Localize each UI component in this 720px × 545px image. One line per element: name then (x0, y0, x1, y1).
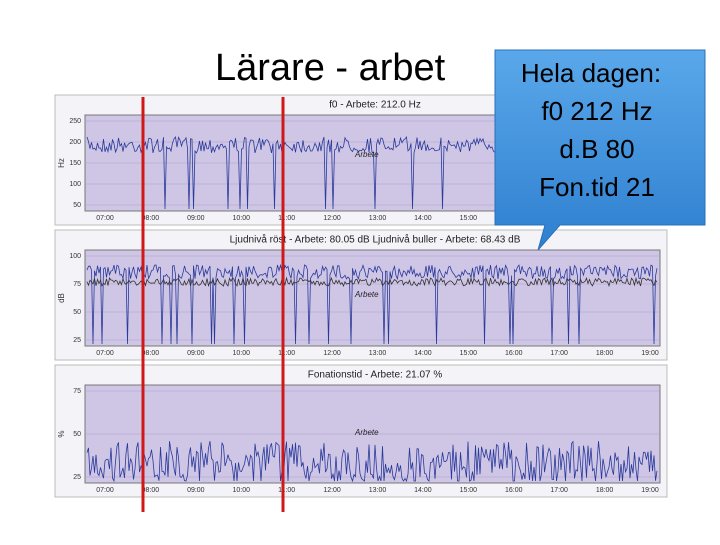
x-tick-label: 19:00 (641, 487, 659, 494)
x-tick-label: 19:00 (641, 350, 659, 357)
y-tick-label: 75 (73, 281, 81, 288)
x-tick-label: 17:00 (550, 350, 568, 357)
axis-label: % (57, 430, 66, 437)
y-tick-label: 25 (73, 337, 81, 344)
annotation: Arbete (354, 150, 379, 159)
x-tick-label: 12:00 (323, 350, 341, 357)
x-tick-label: 16:00 (505, 350, 523, 357)
annotation: Arbete (354, 290, 379, 299)
callout (494, 49, 706, 251)
x-tick-label: 07:00 (96, 215, 114, 222)
y-tick-label: 100 (69, 181, 81, 188)
trace (86, 276, 658, 288)
x-tick-label: 08:00 (142, 487, 160, 494)
x-tick-label: 11:00 (278, 215, 295, 222)
x-tick-label: 18:00 (596, 350, 614, 357)
x-tick-label: 13:00 (369, 487, 387, 494)
panel-title: Ljudnivå röst - Arbete: 80.05 dB Ljudniv… (230, 234, 521, 246)
callout-line: Fon.tid 21 (539, 172, 655, 202)
y-tick-label: 50 (73, 309, 81, 316)
callout-line: d.B 80 (559, 134, 634, 164)
x-tick-label: 15:00 (460, 350, 478, 357)
x-tick-label: 17:00 (550, 487, 568, 494)
y-tick-label: 50 (73, 431, 81, 438)
axis-label: dB (57, 293, 66, 303)
x-tick-label: 07:00 (96, 487, 114, 494)
callout-text: Hela dagen: f0 212 Hz d.B 80 Fon.tid 21 (521, 58, 661, 202)
x-tick-label: 09:00 (187, 350, 205, 357)
x-tick-label: 11:00 (278, 487, 295, 494)
slide-title: Lärare - arbet (215, 47, 446, 89)
callout-line: Hela dagen: (521, 58, 661, 88)
x-tick-label: 08:00 (142, 350, 160, 357)
y-tick-label: 200 (69, 139, 81, 146)
y-tick-label: 250 (69, 118, 81, 125)
x-tick-label: 14:00 (414, 487, 432, 494)
x-tick-label: 10:00 (232, 350, 250, 357)
x-tick-label: 09:00 (187, 487, 205, 494)
panels: f0 - Arbete: 212.0 Hz Hz 250 200 150 100 50 07:… (54, 94, 668, 498)
x-tick-label: 14:00 (414, 350, 432, 357)
panel-title: Fonationstid - Arbete: 21.07 % (308, 370, 443, 381)
x-tick-label: 12:00 (323, 215, 341, 222)
x-tick-label: 09:00 (187, 215, 205, 222)
x-tick-label: 16:00 (505, 487, 523, 494)
y-tick-label: 75 (73, 388, 81, 395)
x-tick-label: 15:00 (460, 215, 478, 222)
x-tick-label: 08:00 (142, 215, 160, 222)
x-tick-label: 14:00 (414, 215, 432, 222)
x-tick-label: 12:00 (323, 487, 341, 494)
x-tick-label: 10:00 (232, 487, 250, 494)
x-tick-label: 18:00 (596, 487, 614, 494)
trace (86, 440, 658, 483)
y-tick-label: 25 (73, 474, 81, 481)
panel-title: f0 - Arbete: 212.0 Hz (329, 100, 421, 111)
x-tick-label: 10:00 (232, 215, 250, 222)
x-tick-label: 13:00 (369, 350, 387, 357)
plot-area (84, 249, 661, 347)
y-tick-label: 50 (73, 202, 81, 209)
y-tick-label: 100 (69, 253, 81, 260)
x-tick-label: 15:00 (460, 487, 478, 494)
axis-label: Hz (57, 158, 66, 168)
x-tick-label: 07:00 (96, 350, 114, 357)
trace (86, 263, 658, 345)
x-tick-label: 13:00 (369, 215, 387, 222)
x-tick-label: 11:00 (278, 350, 295, 357)
callout-line: f0 212 Hz (541, 96, 652, 126)
y-tick-label: 150 (69, 160, 81, 167)
annotation: Arbete (354, 428, 379, 437)
